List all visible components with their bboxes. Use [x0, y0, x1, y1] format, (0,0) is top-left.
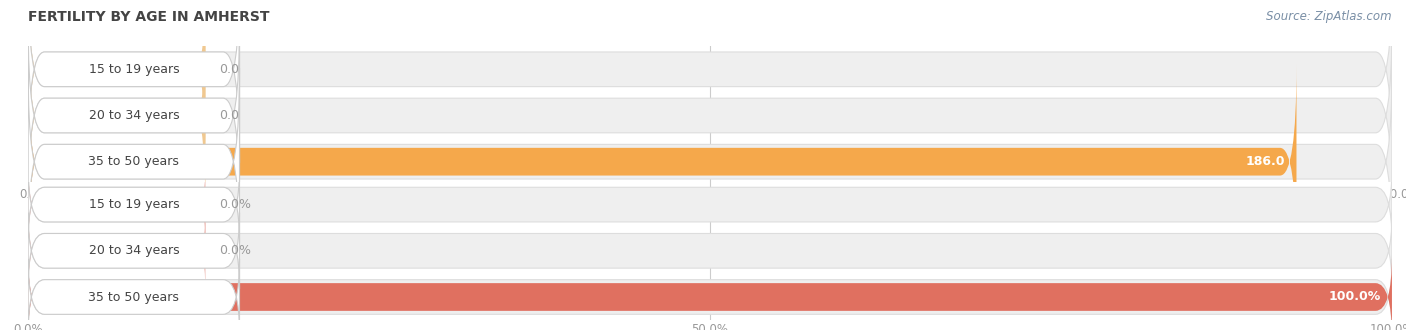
- Text: 0.0: 0.0: [219, 109, 239, 122]
- Text: 100.0%: 100.0%: [1329, 290, 1381, 304]
- Text: Source: ZipAtlas.com: Source: ZipAtlas.com: [1267, 10, 1392, 23]
- FancyBboxPatch shape: [28, 213, 239, 289]
- FancyBboxPatch shape: [28, 259, 239, 330]
- Text: 20 to 34 years: 20 to 34 years: [89, 109, 179, 122]
- Text: 0.0: 0.0: [219, 63, 239, 76]
- Text: 35 to 50 years: 35 to 50 years: [89, 290, 179, 304]
- FancyBboxPatch shape: [28, 259, 1392, 330]
- FancyBboxPatch shape: [28, 0, 205, 166]
- Text: 0.0%: 0.0%: [219, 244, 252, 257]
- Text: 15 to 19 years: 15 to 19 years: [89, 198, 179, 211]
- Text: FERTILITY BY AGE IN AMHERST: FERTILITY BY AGE IN AMHERST: [28, 10, 270, 24]
- FancyBboxPatch shape: [28, 0, 1392, 163]
- Text: 20 to 34 years: 20 to 34 years: [89, 244, 179, 257]
- FancyBboxPatch shape: [28, 209, 205, 292]
- FancyBboxPatch shape: [28, 65, 1296, 259]
- Text: 35 to 50 years: 35 to 50 years: [89, 155, 179, 168]
- FancyBboxPatch shape: [28, 167, 1392, 243]
- FancyBboxPatch shape: [28, 163, 205, 246]
- FancyBboxPatch shape: [28, 255, 1392, 330]
- FancyBboxPatch shape: [28, 213, 1392, 289]
- Text: 0.0%: 0.0%: [219, 198, 252, 211]
- Text: 186.0: 186.0: [1246, 155, 1285, 168]
- FancyBboxPatch shape: [28, 18, 205, 213]
- Text: 15 to 19 years: 15 to 19 years: [89, 63, 179, 76]
- FancyBboxPatch shape: [28, 68, 1392, 255]
- FancyBboxPatch shape: [28, 22, 1392, 209]
- FancyBboxPatch shape: [28, 22, 239, 209]
- FancyBboxPatch shape: [28, 68, 239, 255]
- FancyBboxPatch shape: [28, 167, 239, 243]
- FancyBboxPatch shape: [28, 0, 239, 163]
